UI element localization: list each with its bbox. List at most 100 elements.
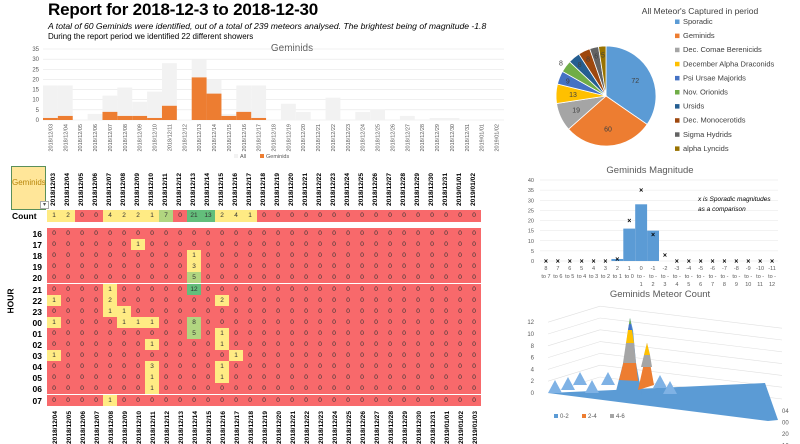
heat-cell: 0: [369, 250, 383, 262]
legend-swatch: [675, 104, 680, 109]
x-tick-label: to -: [697, 274, 705, 280]
heat-cell: 0: [299, 383, 313, 395]
heat-cell: 0: [117, 294, 131, 306]
count-cell: 0: [425, 210, 439, 222]
dropdown-arrow-icon[interactable]: ▾: [40, 201, 49, 209]
heat-cell: 0: [243, 372, 257, 384]
x-tick-label: to 2: [601, 274, 610, 280]
heat-cell: 0: [131, 327, 145, 339]
heat-cell: 0: [187, 372, 201, 384]
bar-geminids: [161, 105, 177, 120]
heat-cell: 0: [369, 316, 383, 328]
heat-cell: 0: [425, 327, 439, 339]
heat-cell: 0: [285, 339, 299, 351]
count-cell: 0: [257, 210, 271, 222]
heat-cell: 0: [271, 250, 285, 262]
heat-cell: 0: [327, 228, 341, 240]
bottom-date-label: 2018/12/09: [122, 410, 129, 444]
legend-swatch: [234, 154, 238, 158]
heat-cell: 0: [89, 316, 103, 328]
heat-cell: 0: [327, 350, 341, 362]
heat-cell: 0: [411, 316, 425, 328]
heat-cell: 0: [257, 339, 271, 351]
count-cell: 2: [61, 210, 75, 222]
bar-all: [295, 111, 311, 120]
heat-cell: 0: [215, 394, 229, 406]
heat-cell: 0: [159, 305, 173, 317]
bar-geminids: [221, 115, 237, 120]
heat-cell: 0: [61, 250, 75, 262]
heat-cell: 0: [117, 361, 131, 373]
heat-cell: 0: [47, 250, 61, 262]
bar-all: [444, 117, 460, 120]
x-tick-label: -7: [722, 266, 727, 272]
heat-cell: 0: [257, 361, 271, 373]
heat-cell: 0: [411, 283, 425, 295]
heat-cell: 0: [47, 283, 61, 295]
heat-cell: 0: [201, 361, 215, 373]
heat-cell: 0: [145, 250, 159, 262]
heat-cell: 0: [243, 261, 257, 273]
x-tick-label: 3: [604, 266, 607, 272]
heat-cell: 0: [439, 339, 453, 351]
heat-cell: 3: [187, 261, 201, 273]
heat-cell: 0: [159, 250, 173, 262]
x-tick-label: 2018/12/23: [346, 124, 352, 152]
heat-cell: 0: [355, 261, 369, 273]
heat-cell: 0: [425, 283, 439, 295]
heat-cell: 12: [187, 283, 201, 295]
x-tick-label: 2018/12/31: [465, 124, 471, 152]
heat-cell: 0: [257, 305, 271, 317]
bottom-date-label: 2018/12/11: [150, 411, 157, 444]
heat-cell: 0: [131, 305, 145, 317]
heat-cell: 0: [131, 394, 145, 406]
heat-cell: 0: [299, 228, 313, 240]
column-header-date: 2018/12/10: [148, 172, 155, 206]
heat-cell: 0: [285, 250, 299, 262]
heat-cell: 0: [383, 228, 397, 240]
legend-label: Nov. Orionids: [683, 88, 728, 97]
heat-cell: 0: [369, 361, 383, 373]
heat-cell: 0: [257, 239, 271, 251]
column-header-date: 2018/12/24: [344, 172, 351, 206]
heat-cell: 3: [145, 361, 159, 373]
heat-cell: 0: [369, 305, 383, 317]
heat-cell: 0: [159, 283, 173, 295]
heat-cell: 0: [285, 327, 299, 339]
x-tick-label: 1: [628, 266, 631, 272]
bar-all: [57, 85, 73, 120]
heat-cell: 0: [341, 261, 355, 273]
count-cell: 0: [285, 210, 299, 222]
report-title: Report for 2018-12-3 to 2018-12-30: [48, 0, 319, 19]
heat-cell: 0: [47, 339, 61, 351]
sporadic-marker: ×: [746, 259, 750, 266]
column-header-date: 2018/12/09: [134, 172, 141, 206]
column-header-date: 2018/12/12: [176, 172, 183, 206]
heat-cell: 0: [159, 261, 173, 273]
surface-bump: [573, 372, 587, 385]
shower-selector[interactable]: Geminids: [11, 166, 46, 210]
heat-cell: 0: [313, 283, 327, 295]
heat-cell: 0: [173, 383, 187, 395]
heat-cell: 0: [285, 239, 299, 251]
heat-cell: 0: [453, 283, 467, 295]
heat-cell: 0: [369, 327, 383, 339]
x-tick-label: 0: [640, 266, 643, 272]
column-header-date: 2019/01/01: [456, 172, 463, 206]
heat-cell: 0: [369, 383, 383, 395]
x-tick-label: to 1: [613, 274, 622, 280]
heat-cell: 0: [313, 361, 327, 373]
heat-cell: 0: [201, 283, 215, 295]
heat-cell: 0: [103, 228, 117, 240]
hour-row-label: 18: [32, 251, 42, 262]
heat-cell: 0: [355, 350, 369, 362]
magnitude-bar: [611, 258, 624, 261]
heat-cell: 0: [201, 372, 215, 384]
heat-cell: 0: [355, 394, 369, 406]
heat-cell: 0: [89, 394, 103, 406]
heat-cell: 1: [187, 250, 201, 262]
heat-cell: 0: [257, 228, 271, 240]
heat-cell: 0: [47, 383, 61, 395]
heat-cell: 0: [299, 394, 313, 406]
heat-cell: 0: [285, 261, 299, 273]
